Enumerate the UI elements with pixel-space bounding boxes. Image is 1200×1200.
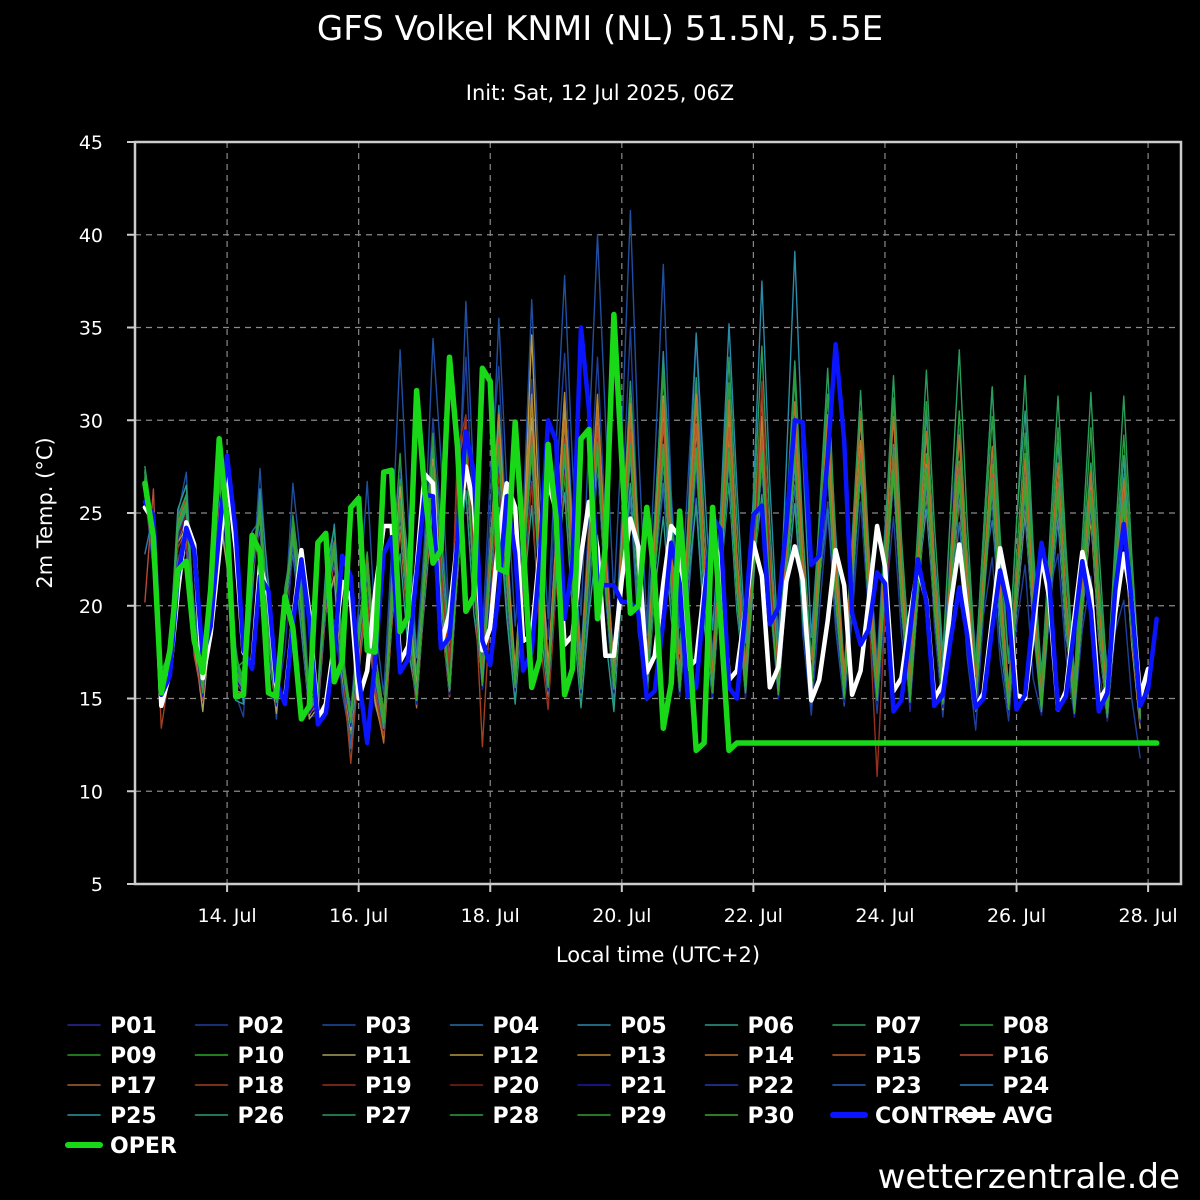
- y-tick-label: 15: [79, 689, 103, 711]
- legend-label: P12: [493, 1044, 540, 1069]
- legend-label: P01: [110, 1014, 157, 1039]
- x-tick-label: 28. Jul: [1119, 905, 1178, 927]
- legend-label: P11: [365, 1044, 412, 1069]
- credit: wetterzentrale.de: [878, 1157, 1180, 1197]
- y-tick-label: 20: [79, 596, 103, 618]
- legend-label: P13: [620, 1044, 667, 1069]
- legend-label: P17: [110, 1074, 157, 1099]
- legend-label: P16: [1003, 1044, 1050, 1069]
- y-tick-label: 25: [79, 503, 103, 525]
- series-lines: [142, 209, 1160, 778]
- x-tick-label: 22. Jul: [724, 905, 783, 927]
- legend-label: P04: [493, 1014, 540, 1039]
- x-tick-label: 14. Jul: [198, 905, 257, 927]
- legend-label: P06: [748, 1014, 795, 1039]
- legend-label: P08: [1003, 1014, 1050, 1039]
- x-tick-label: 16. Jul: [329, 905, 388, 927]
- legend-label: P23: [875, 1074, 922, 1099]
- chart-title: GFS Volkel KNMI (NL) 51.5N, 5.5E: [317, 9, 883, 49]
- y-tick-label: 45: [79, 132, 103, 154]
- legend-label: P21: [620, 1074, 667, 1099]
- y-tick-label: 10: [79, 781, 103, 803]
- y-tick-label: 5: [91, 874, 103, 896]
- x-axis-label: Local time (UTC+2): [556, 943, 760, 967]
- y-tick-label: 35: [79, 318, 103, 340]
- legend-label: P14: [748, 1044, 795, 1069]
- legend-label: P30: [748, 1104, 795, 1129]
- legend-label: P09: [110, 1044, 157, 1069]
- series-line-oper: [142, 311, 1160, 754]
- legend-label: P27: [365, 1104, 412, 1129]
- legend-label: P22: [748, 1074, 795, 1099]
- y-axis-ticks: 5 10 15 20 25 30 35 40 45: [79, 132, 135, 896]
- y-tick-label: 30: [79, 410, 103, 432]
- legend-label: P15: [875, 1044, 922, 1069]
- legend-label: P05: [620, 1014, 667, 1039]
- legend-label: P10: [238, 1044, 285, 1069]
- chart-subtitle: Init: Sat, 12 Jul 2025, 06Z: [466, 81, 734, 105]
- legend-label: P28: [493, 1104, 540, 1129]
- legend-label: P26: [238, 1104, 285, 1129]
- x-axis-ticks: 14. Jul 16. Jul 18. Jul 20. Jul 22. Jul 24. J…: [198, 884, 1178, 927]
- x-tick-label: 18. Jul: [461, 905, 520, 927]
- y-axis-label: 2m Temp. (°C): [33, 437, 57, 588]
- legend-label: P02: [238, 1014, 285, 1039]
- legend-label: AVG: [1003, 1104, 1054, 1129]
- legend-label: P25: [110, 1104, 157, 1129]
- x-tick-label: 24. Jul: [855, 905, 914, 927]
- legend-label: P18: [238, 1074, 285, 1099]
- legend-label: P24: [1003, 1074, 1050, 1099]
- legend-label: P03: [365, 1014, 412, 1039]
- legend-label: P19: [365, 1074, 412, 1099]
- x-tick-label: 26. Jul: [987, 905, 1046, 927]
- legend-label: P20: [493, 1074, 540, 1099]
- y-tick-label: 40: [79, 225, 103, 247]
- legend-label: OPER: [110, 1134, 177, 1159]
- legend-label: P07: [875, 1014, 922, 1039]
- legend: P01 P02 P03 P04 P05 P06 P07 P08 P09 P10 P11 P12 P13 P…: [65, 1014, 1054, 1159]
- legend-label: P29: [620, 1104, 667, 1129]
- x-tick-label: 20. Jul: [592, 905, 651, 927]
